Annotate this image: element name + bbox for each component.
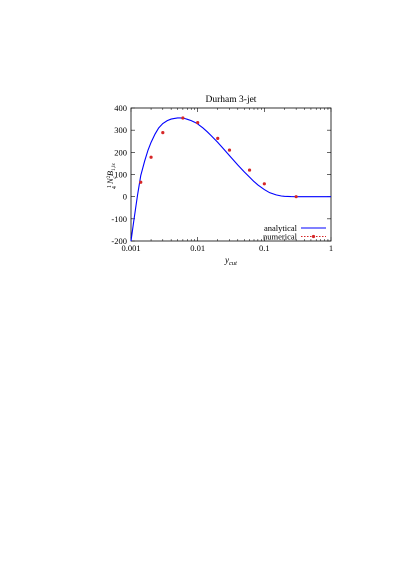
data-point-numerical [181,116,185,120]
legend-label-numerical: numerical [263,232,298,242]
y-tick-label: -100 [111,214,127,224]
tick-labels: -200 -100 0 100 200 300 400 0.001 0.01 0.1 1 [111,103,333,253]
data-point-numerical [247,168,252,172]
legend-marker-numerical [311,234,316,239]
data-point-numerical [294,195,298,199]
legend: analytical numerical [263,223,326,242]
series-line-analytical [130,117,331,242]
data-point-numerical [196,121,200,125]
data-point-numerical [216,136,220,140]
y-tick-label: 100 [114,170,127,180]
data-point-numerical [149,155,153,159]
x-tick-label: 1 [329,243,333,253]
axis-ticks [130,107,332,242]
x-tick-label: 0.1 [259,243,270,253]
y-tick-label: 300 [114,125,127,135]
chart-title: Durham 3-jet [206,95,257,105]
data-series [130,116,331,242]
y-tick-label: 0 [123,192,127,202]
x-tick-label: 0.001 [121,243,140,253]
data-point-numerical [262,182,266,186]
y-tick-label: 400 [114,103,127,113]
data-point-numerical [161,131,165,135]
data-point-numerical [227,148,232,152]
y-tick-label: -200 [111,236,127,246]
data-point-numerical [139,180,143,184]
legend-label-analytical: analytical [264,223,298,233]
y-axis-label: 14 N2cB1,lc [105,162,118,189]
y-tick-label: 200 [114,147,127,157]
x-tick-label: 0.01 [190,243,205,253]
